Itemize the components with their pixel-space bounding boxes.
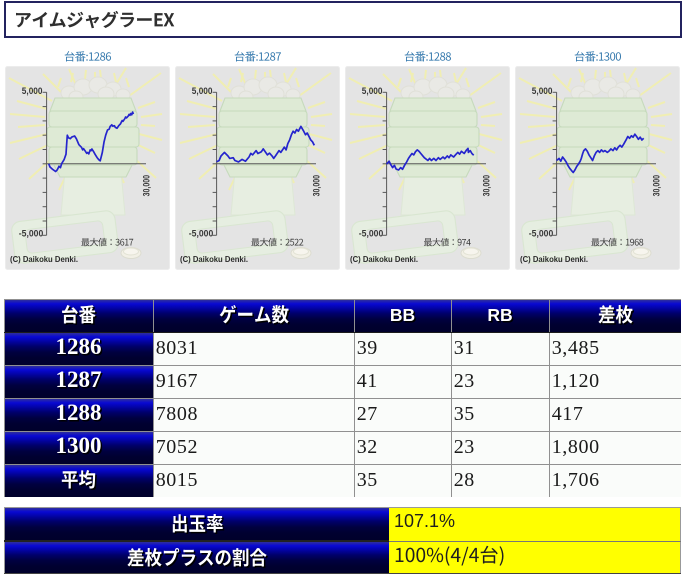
svg-text:30,000: 30,000 <box>482 175 492 197</box>
svg-text:-5,000: -5,000 <box>359 229 384 239</box>
svg-text:5,000: 5,000 <box>22 86 43 96</box>
svg-text:30,000: 30,000 <box>312 175 322 197</box>
svg-text:(C) Daikoku Denki.: (C) Daikoku Denki. <box>10 254 78 264</box>
svg-text:5,000: 5,000 <box>532 86 553 96</box>
svg-text:30,000: 30,000 <box>652 175 662 197</box>
svg-text:(C) Daikoku Denki.: (C) Daikoku Denki. <box>180 254 248 264</box>
svg-text:-5,000: -5,000 <box>19 229 44 239</box>
svg-text:-5,000: -5,000 <box>529 229 554 239</box>
svg-text:(C) Daikoku Denki.: (C) Daikoku Denki. <box>520 254 588 264</box>
svg-text:5,000: 5,000 <box>362 86 383 96</box>
svg-text:5,000: 5,000 <box>192 86 213 96</box>
svg-text:(C) Daikoku Denki.: (C) Daikoku Denki. <box>350 254 418 264</box>
svg-text:-5,000: -5,000 <box>189 229 214 239</box>
svg-text:30,000: 30,000 <box>142 175 152 197</box>
